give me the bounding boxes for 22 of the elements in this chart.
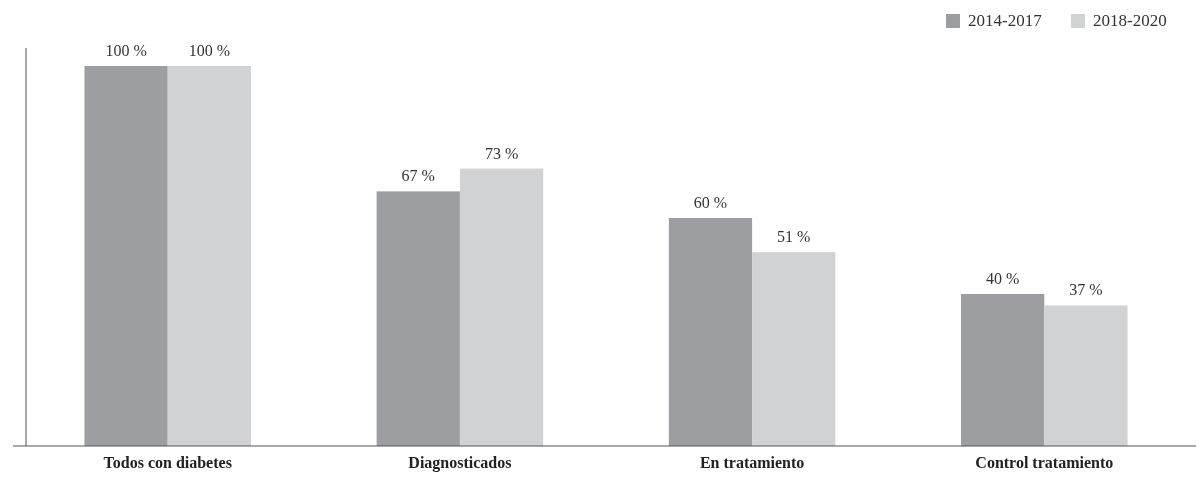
- x-tick-label: Todos con diabetes: [103, 454, 232, 471]
- bar: [459, 168, 544, 446]
- data-label: 73 %: [484, 144, 519, 162]
- data-label: 37 %: [1069, 281, 1103, 299]
- data-label: 100 %: [188, 42, 231, 59]
- bar: [376, 191, 460, 446]
- data-label: 60 %: [693, 194, 728, 211]
- legend-label: 2014-2017: [968, 11, 1043, 30]
- x-tick-label: Diagnosticados: [408, 454, 512, 472]
- bar: [1044, 305, 1128, 446]
- data-label: 40 %: [985, 270, 1020, 287]
- x-tick-label: En tratamiento: [699, 454, 805, 471]
- bar: [752, 252, 836, 446]
- bar: [961, 294, 1045, 446]
- bar: [668, 218, 753, 446]
- bar: [84, 66, 168, 446]
- bar: [167, 66, 251, 446]
- data-label: 67 %: [401, 167, 435, 185]
- data-label: 100 %: [105, 42, 147, 59]
- legend-label: 2018-2020: [1093, 11, 1167, 30]
- data-label: 51 %: [777, 228, 811, 246]
- x-tick-label: Control tratamiento: [975, 454, 1114, 471]
